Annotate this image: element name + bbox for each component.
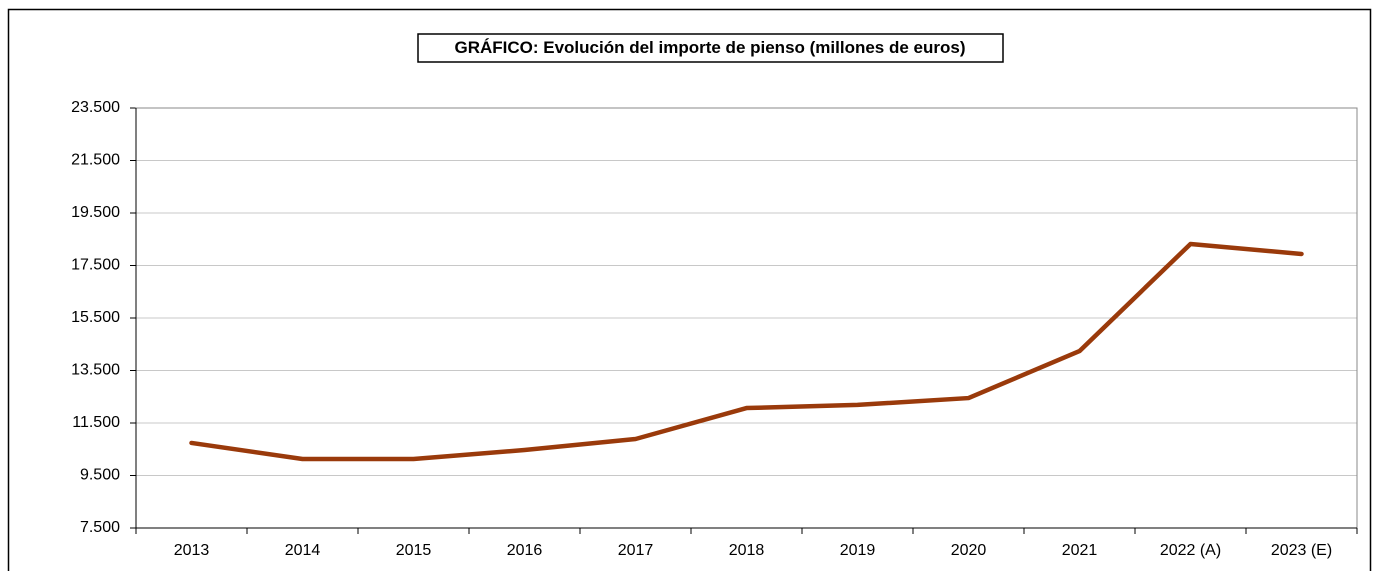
chart-frame bbox=[7, 8, 1372, 571]
x-tick-label: 2013 bbox=[174, 542, 210, 559]
x-tick-label: 2018 bbox=[729, 542, 765, 559]
x-tick-label: 2022 (A) bbox=[1160, 542, 1221, 559]
y-tick-label: 21.500 bbox=[71, 152, 120, 169]
x-tick-label: 2020 bbox=[951, 542, 987, 559]
title-box bbox=[417, 33, 1004, 63]
x-tick-label: 2014 bbox=[285, 542, 321, 559]
x-tick-label: 2019 bbox=[840, 542, 876, 559]
y-tick-label: 17.500 bbox=[71, 257, 120, 274]
x-tick-label: 2016 bbox=[507, 542, 543, 559]
y-tick-label: 11.500 bbox=[72, 414, 120, 431]
y-tick-label: 15.500 bbox=[71, 309, 120, 326]
x-tick-label: 2021 bbox=[1062, 542, 1098, 559]
y-tick-label: 7.500 bbox=[80, 519, 120, 536]
x-tick-label: 2015 bbox=[396, 542, 432, 559]
x-tick-label: 2017 bbox=[618, 542, 654, 559]
y-tick-label: 23.500 bbox=[71, 99, 120, 116]
x-tick-label: 2023 (E) bbox=[1271, 542, 1332, 559]
y-tick-label: 13.500 bbox=[71, 362, 120, 379]
data-line bbox=[189, 241, 1304, 462]
y-tick-label: 19.500 bbox=[71, 204, 120, 221]
y-tick-label: 9.500 bbox=[80, 467, 120, 484]
chart-title: GRÁFICO: Evolución del importe de pienso… bbox=[454, 38, 965, 57]
